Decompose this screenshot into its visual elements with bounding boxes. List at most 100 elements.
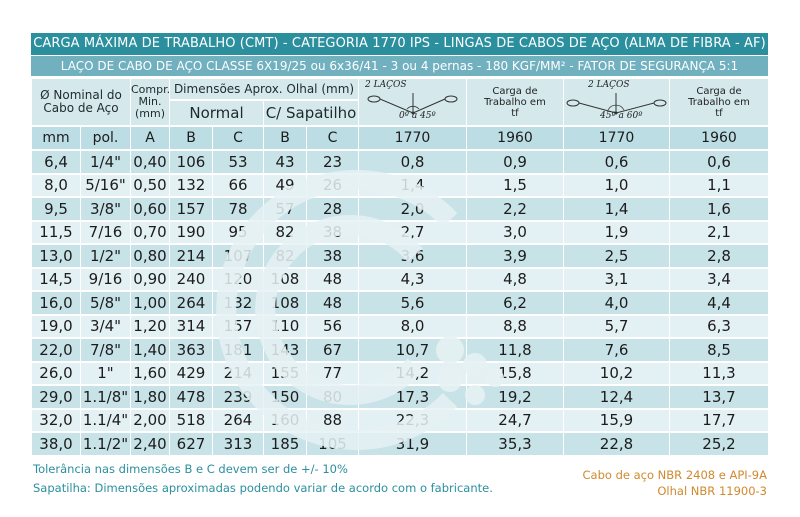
cell-carga-1960-a: 35,3 [467, 433, 563, 455]
cell-c-sapatilho: 77 [307, 362, 358, 384]
cell-carga-1770-b: 12,4 [564, 386, 669, 408]
cell-compr: 1,00 [131, 292, 169, 314]
cell-carga-1770-a: 31,9 [359, 433, 466, 455]
cell-carga-1960-b: 25,2 [670, 433, 768, 455]
cell-carga-1960-a: 8,8 [467, 315, 563, 337]
cell-carga-1770-b: 2,5 [564, 245, 669, 267]
cell-c-normal: 157 [213, 315, 263, 337]
cell-b-sapatilho: 155 [264, 362, 306, 384]
table-row: 38,0 1.1/2" 2,40 627 313 185 105 31,9 35,3 22,8 25… [32, 433, 768, 455]
cell-carga-1960-b: 8,5 [670, 339, 768, 361]
cell-b-sapatilho: 110 [264, 315, 306, 337]
cell-c-sapatilho: 26 [307, 174, 358, 196]
cell-c-normal: 95 [213, 221, 263, 243]
cell-c-sapatilho: 80 [307, 386, 358, 408]
cell-b-sapatilho: 57 [264, 198, 306, 220]
cell-carga-1960-b: 1,6 [670, 198, 768, 220]
cell-pol: 1.1/2" [81, 433, 130, 455]
cell-pol: 7/8" [81, 339, 130, 361]
cell-carga-1770-a: 2,7 [359, 221, 466, 243]
cell-carga-1770-a: 5,6 [359, 292, 466, 314]
table-row: 13,0 1/2" 0,80 214 107 82 38 3,6 3,9 2,5 2,8 [32, 245, 768, 267]
cell-compr: 1,60 [131, 362, 169, 384]
cell-compr: 0,60 [131, 198, 169, 220]
diagram1-label: 2 LAÇOS [365, 80, 407, 90]
cell-b-sapatilho: 82 [264, 221, 306, 243]
cell-c-sapatilho: 56 [307, 315, 358, 337]
cell-c-normal: 120 [213, 268, 263, 290]
cell-carga-1770-b: 4,0 [564, 292, 669, 314]
cell-b-normal: 363 [170, 339, 212, 361]
diagram1-angle: 0º a 45º [399, 111, 436, 121]
table-row: 9,5 3/8" 0,60 157 78 57 28 2,0 2,2 1,4 1,6 [32, 198, 768, 220]
cell-carga-1770-b: 10,2 [564, 362, 669, 384]
cell-carga-1960-a: 3,9 [467, 245, 563, 267]
header-normal: Normal [170, 101, 263, 125]
cell-compr: 1,80 [131, 386, 169, 408]
cell-c-normal: 53 [213, 151, 263, 173]
cell-compr: 2,00 [131, 409, 169, 431]
cell-b-sapatilho: 185 [264, 433, 306, 455]
cell-carga-1960-b: 11,3 [670, 362, 768, 384]
cell-b-normal: 240 [170, 268, 212, 290]
cell-carga-1770-a: 0,8 [359, 151, 466, 173]
unit-c-normal: C [213, 127, 263, 149]
cell-compr: 0,40 [131, 151, 169, 173]
cell-carga-1960-b: 2,1 [670, 221, 768, 243]
cell-b-normal: 106 [170, 151, 212, 173]
cell-carga-1960-b: 6,3 [670, 315, 768, 337]
cell-carga-1770-b: 15,9 [564, 409, 669, 431]
table-row: 6,4 1/4" 0,40 106 53 43 23 0,8 0,9 0,6 0,6 [32, 151, 768, 173]
cell-pol: 1.1/8" [81, 386, 130, 408]
footer-norma-cabo: Cabo de aço NBR 2408 e API-9A [582, 468, 767, 482]
cell-c-normal: 313 [213, 433, 263, 455]
sling-0-45-icon [367, 93, 458, 115]
unit-b-sapatilho: B [264, 127, 306, 149]
cell-c-sapatilho: 28 [307, 198, 358, 220]
cell-mm: 22,0 [32, 339, 80, 361]
cell-c-normal: 78 [213, 198, 263, 220]
cell-b-normal: 190 [170, 221, 212, 243]
unit-c-sapatilho: C [307, 127, 358, 149]
cell-carga-1960-b: 17,7 [670, 409, 768, 431]
cell-carga-1960-b: 1,1 [670, 174, 768, 196]
table-row: 19,0 3/4" 1,20 314 157 110 56 8,0 8,8 5,7 6,3 [32, 315, 768, 337]
header-nominal: Ø Nominal do Cabo de Aço [32, 79, 130, 125]
cell-mm: 13,0 [32, 245, 80, 267]
cell-mm: 19,0 [32, 315, 80, 337]
table-row: 11,5 7/16 0,70 190 95 82 38 2,7 3,0 1,9 2,1 [32, 221, 768, 243]
cell-carga-1960-a: 4,8 [467, 268, 563, 290]
cell-b-normal: 132 [170, 174, 212, 196]
cell-mm: 26,0 [32, 362, 80, 384]
cell-carga-1770-a: 17,3 [359, 386, 466, 408]
unit-1960-b: 1960 [670, 127, 768, 149]
unit-1770-b: 1770 [564, 127, 669, 149]
cell-carga-1770-a: 22,3 [359, 409, 466, 431]
cell-carga-1770-b: 22,8 [564, 433, 669, 455]
header-compr: Compr. Min. (mm) [131, 79, 169, 125]
cell-carga-1770-b: 1,0 [564, 174, 669, 196]
cell-carga-1770-b: 0,6 [564, 151, 669, 173]
sling-45-60-icon [566, 93, 667, 115]
cell-compr: 2,40 [131, 433, 169, 455]
cell-compr: 0,80 [131, 245, 169, 267]
unit-mm: mm [32, 127, 80, 149]
table-row: 26,0 1" 1,60 429 214 155 77 14,2 15,8 10,2 11,3 [32, 362, 768, 384]
cell-carga-1770-b: 1,9 [564, 221, 669, 243]
cell-carga-1960-b: 3,4 [670, 268, 768, 290]
cell-b-normal: 429 [170, 362, 212, 384]
cell-carga-1770-b: 1,4 [564, 198, 669, 220]
cell-mm: 14,5 [32, 268, 80, 290]
cell-carga-1960-a: 19,2 [467, 386, 563, 408]
cell-carga-1770-a: 10,7 [359, 339, 466, 361]
cell-carga-1960-a: 1,5 [467, 174, 563, 196]
unit-1960-a: 1960 [467, 127, 563, 149]
cell-carga-1960-b: 4,4 [670, 292, 768, 314]
cell-pol: 3/4" [81, 315, 130, 337]
cell-mm: 9,5 [32, 198, 80, 220]
cell-carga-1770-b: 5,7 [564, 315, 669, 337]
table-row: 8,0 5/16" 0,50 132 66 49 26 1,4 1,5 1,0 1,1 [32, 174, 768, 196]
cell-b-sapatilho: 49 [264, 174, 306, 196]
cell-c-sapatilho: 38 [307, 221, 358, 243]
footer-norma-olhal: Olhal NBR 11900-3 [657, 484, 767, 498]
